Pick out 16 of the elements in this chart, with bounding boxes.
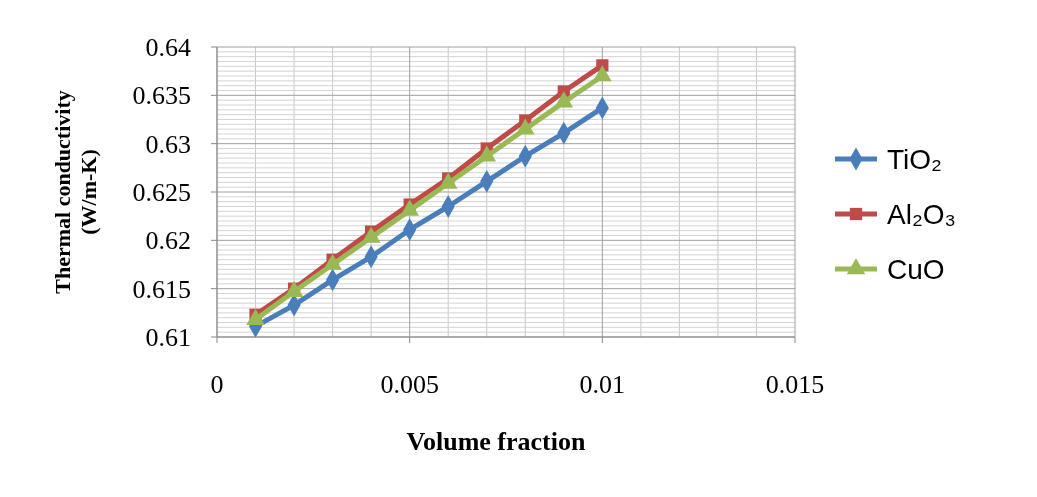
y-axis-title: Thermal conductivity (W/m-K) <box>50 90 101 294</box>
x-axis-title: Volume fraction <box>406 427 586 456</box>
y-tick-label: 0.64 <box>145 33 191 62</box>
y-tick-label: 0.62 <box>145 226 191 256</box>
y-tick-label: 0.625 <box>132 178 191 207</box>
legend-label: Al₂O₃ <box>887 199 956 230</box>
x-tick-label: 0.01 <box>579 370 626 399</box>
y-tick-label: 0.63 <box>145 129 191 159</box>
x-tick-label: 0.015 <box>765 370 825 399</box>
x-tick-label: 0.005 <box>380 370 439 399</box>
x-tick-label: 0 <box>210 370 224 399</box>
legend-label: TiO₂ <box>887 144 942 175</box>
y-tick-label: 0.615 <box>132 274 191 304</box>
y-tick-label: 0.635 <box>132 81 191 111</box>
y-tick-label: 0.61 <box>145 323 191 352</box>
legend-label: CuO <box>887 254 945 285</box>
